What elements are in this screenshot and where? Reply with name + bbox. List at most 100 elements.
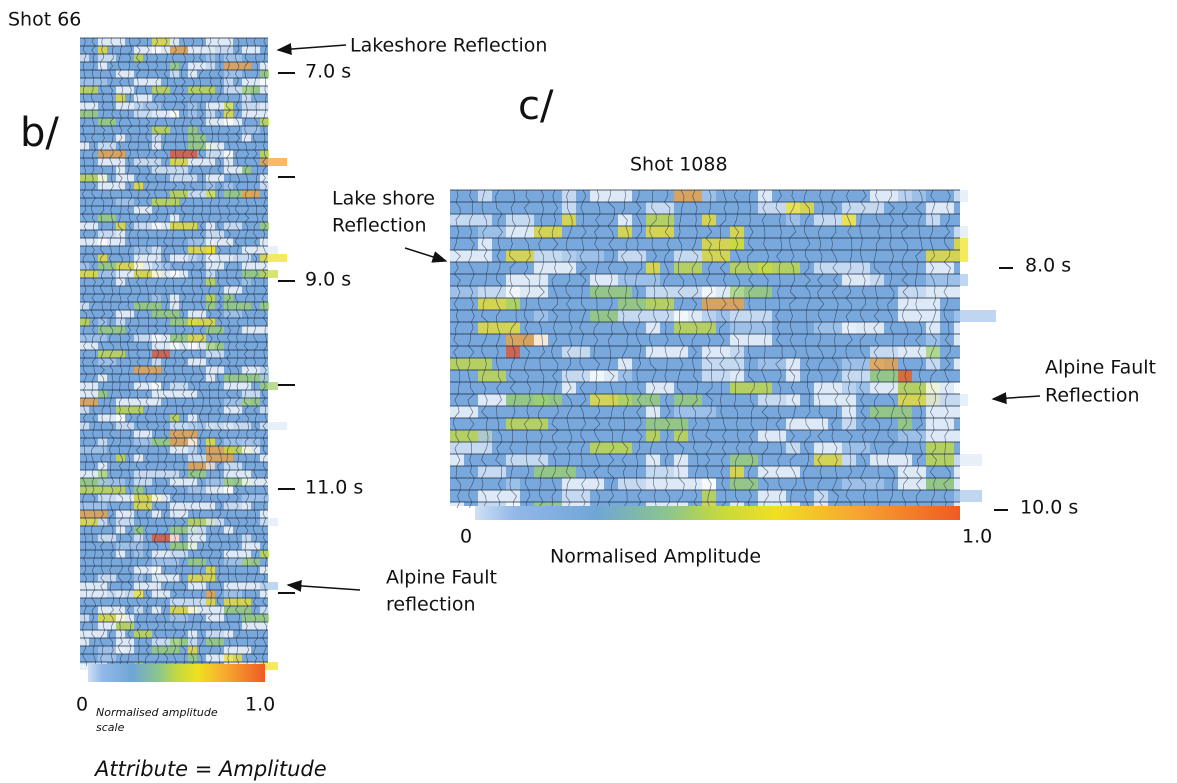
amplitude-patch — [152, 198, 179, 206]
amplitude-patch — [954, 466, 968, 478]
amplitude-patch — [260, 118, 269, 126]
amplitude-patch — [170, 422, 197, 430]
amplitude-patch — [224, 446, 251, 454]
amplitude-patch — [188, 70, 197, 78]
amplitude-patch — [134, 334, 161, 342]
amplitude-patch — [98, 590, 125, 598]
amplitude-patch — [170, 62, 179, 70]
amplitude-patch — [646, 466, 674, 478]
amplitude-patch — [98, 470, 107, 478]
amplitude-patch — [116, 422, 134, 430]
amplitude-patch — [206, 222, 215, 230]
amplitude-patch — [134, 590, 143, 598]
amplitude-patch — [260, 422, 287, 430]
amplitude-patch — [98, 518, 107, 526]
amplitude-patch — [188, 62, 206, 70]
amplitude-patch — [242, 438, 260, 446]
amplitude-patch — [80, 110, 98, 118]
amplitude-patch — [242, 166, 251, 174]
amplitude-patch — [170, 510, 188, 518]
amplitude-patch — [224, 470, 251, 478]
amplitude-patch — [224, 422, 251, 430]
amplitude-patch — [134, 582, 152, 590]
amplitude-patch — [206, 454, 233, 462]
amplitude-patch — [674, 406, 716, 418]
amplitude-patch — [80, 510, 107, 518]
amplitude-patch — [98, 118, 116, 126]
amplitude-patch — [170, 342, 197, 350]
amplitude-patch — [188, 518, 215, 526]
amplitude-patch — [506, 286, 548, 298]
annotation: Alpine Fault — [1045, 357, 1156, 379]
amplitude-patch — [170, 526, 197, 534]
amplitude-patch — [730, 370, 744, 382]
amplitude-patch — [260, 158, 287, 166]
amplitude-patch — [188, 134, 206, 142]
seismic-images — [80, 37, 996, 670]
amplitude-patch — [224, 502, 242, 510]
amplitude-patch — [242, 446, 260, 454]
amplitude-patch — [730, 466, 744, 478]
amplitude-patch — [134, 46, 161, 54]
amplitude-patch — [134, 54, 143, 62]
amplitude-patch — [898, 286, 926, 298]
amplitude-patch — [80, 422, 89, 430]
amplitude-patch — [188, 526, 206, 534]
amplitude-patch — [206, 518, 224, 526]
amplitude-patch — [188, 502, 215, 510]
amplitude-patch — [170, 302, 179, 310]
amplitude-patch — [926, 250, 968, 262]
amplitude-patch — [842, 418, 856, 430]
amplitude-patch — [758, 394, 786, 406]
amplitude-patch — [842, 322, 884, 334]
amplitude-patch — [98, 534, 116, 542]
amplitude-patch — [134, 630, 152, 638]
amplitude-patch — [224, 302, 251, 310]
amplitude-patch — [224, 630, 233, 638]
amplitude-patch — [224, 590, 242, 598]
amplitude-patch — [224, 86, 251, 94]
amplitude-patch — [188, 582, 206, 590]
amplitude-patch — [646, 262, 660, 274]
amplitude-patch — [98, 230, 116, 238]
amplitude-patch — [98, 438, 107, 446]
amplitude-patch — [206, 294, 215, 302]
amplitude-patch — [206, 638, 224, 646]
amplitude-patch — [450, 214, 492, 226]
amplitude-patch — [242, 622, 269, 630]
time-label: 10.0 s — [1020, 497, 1078, 519]
amplitude-patch — [898, 478, 926, 490]
amplitude-patch — [134, 222, 161, 230]
amplitude-patch — [152, 46, 170, 54]
amplitude-patch — [702, 346, 730, 358]
amplitude-patch — [562, 250, 604, 262]
color-scale — [88, 664, 265, 682]
amplitude-patch — [842, 262, 870, 274]
amplitude-patch — [98, 614, 125, 622]
amplitude-patch — [478, 226, 506, 238]
annotation: Reflection — [332, 215, 427, 237]
amplitude-patch — [98, 182, 125, 190]
amplitude-patch — [152, 110, 179, 118]
amplitude-patch — [954, 226, 968, 238]
amplitude-patch — [170, 550, 188, 558]
amplitude-patch — [242, 374, 269, 382]
amplitude-patch — [170, 190, 188, 198]
amplitude-patch — [954, 190, 968, 202]
amplitude-patch — [134, 110, 152, 118]
amplitude-patch — [260, 606, 269, 614]
amplitude-patch — [260, 590, 269, 598]
amplitude-patch — [954, 454, 982, 466]
amplitude-patch — [98, 150, 125, 158]
amplitude-patch — [170, 166, 188, 174]
amplitude-patch — [188, 422, 215, 430]
amplitude-patch — [478, 238, 492, 250]
amplitude-patch — [260, 454, 269, 462]
amplitude-patch — [206, 606, 224, 614]
amplitude-patch — [506, 214, 534, 226]
amplitude-patch — [898, 454, 912, 466]
amplitude-patch — [206, 38, 233, 46]
amplitude-patch — [646, 286, 674, 298]
amplitude-patch — [134, 526, 143, 534]
amplitude-patch — [206, 150, 233, 158]
